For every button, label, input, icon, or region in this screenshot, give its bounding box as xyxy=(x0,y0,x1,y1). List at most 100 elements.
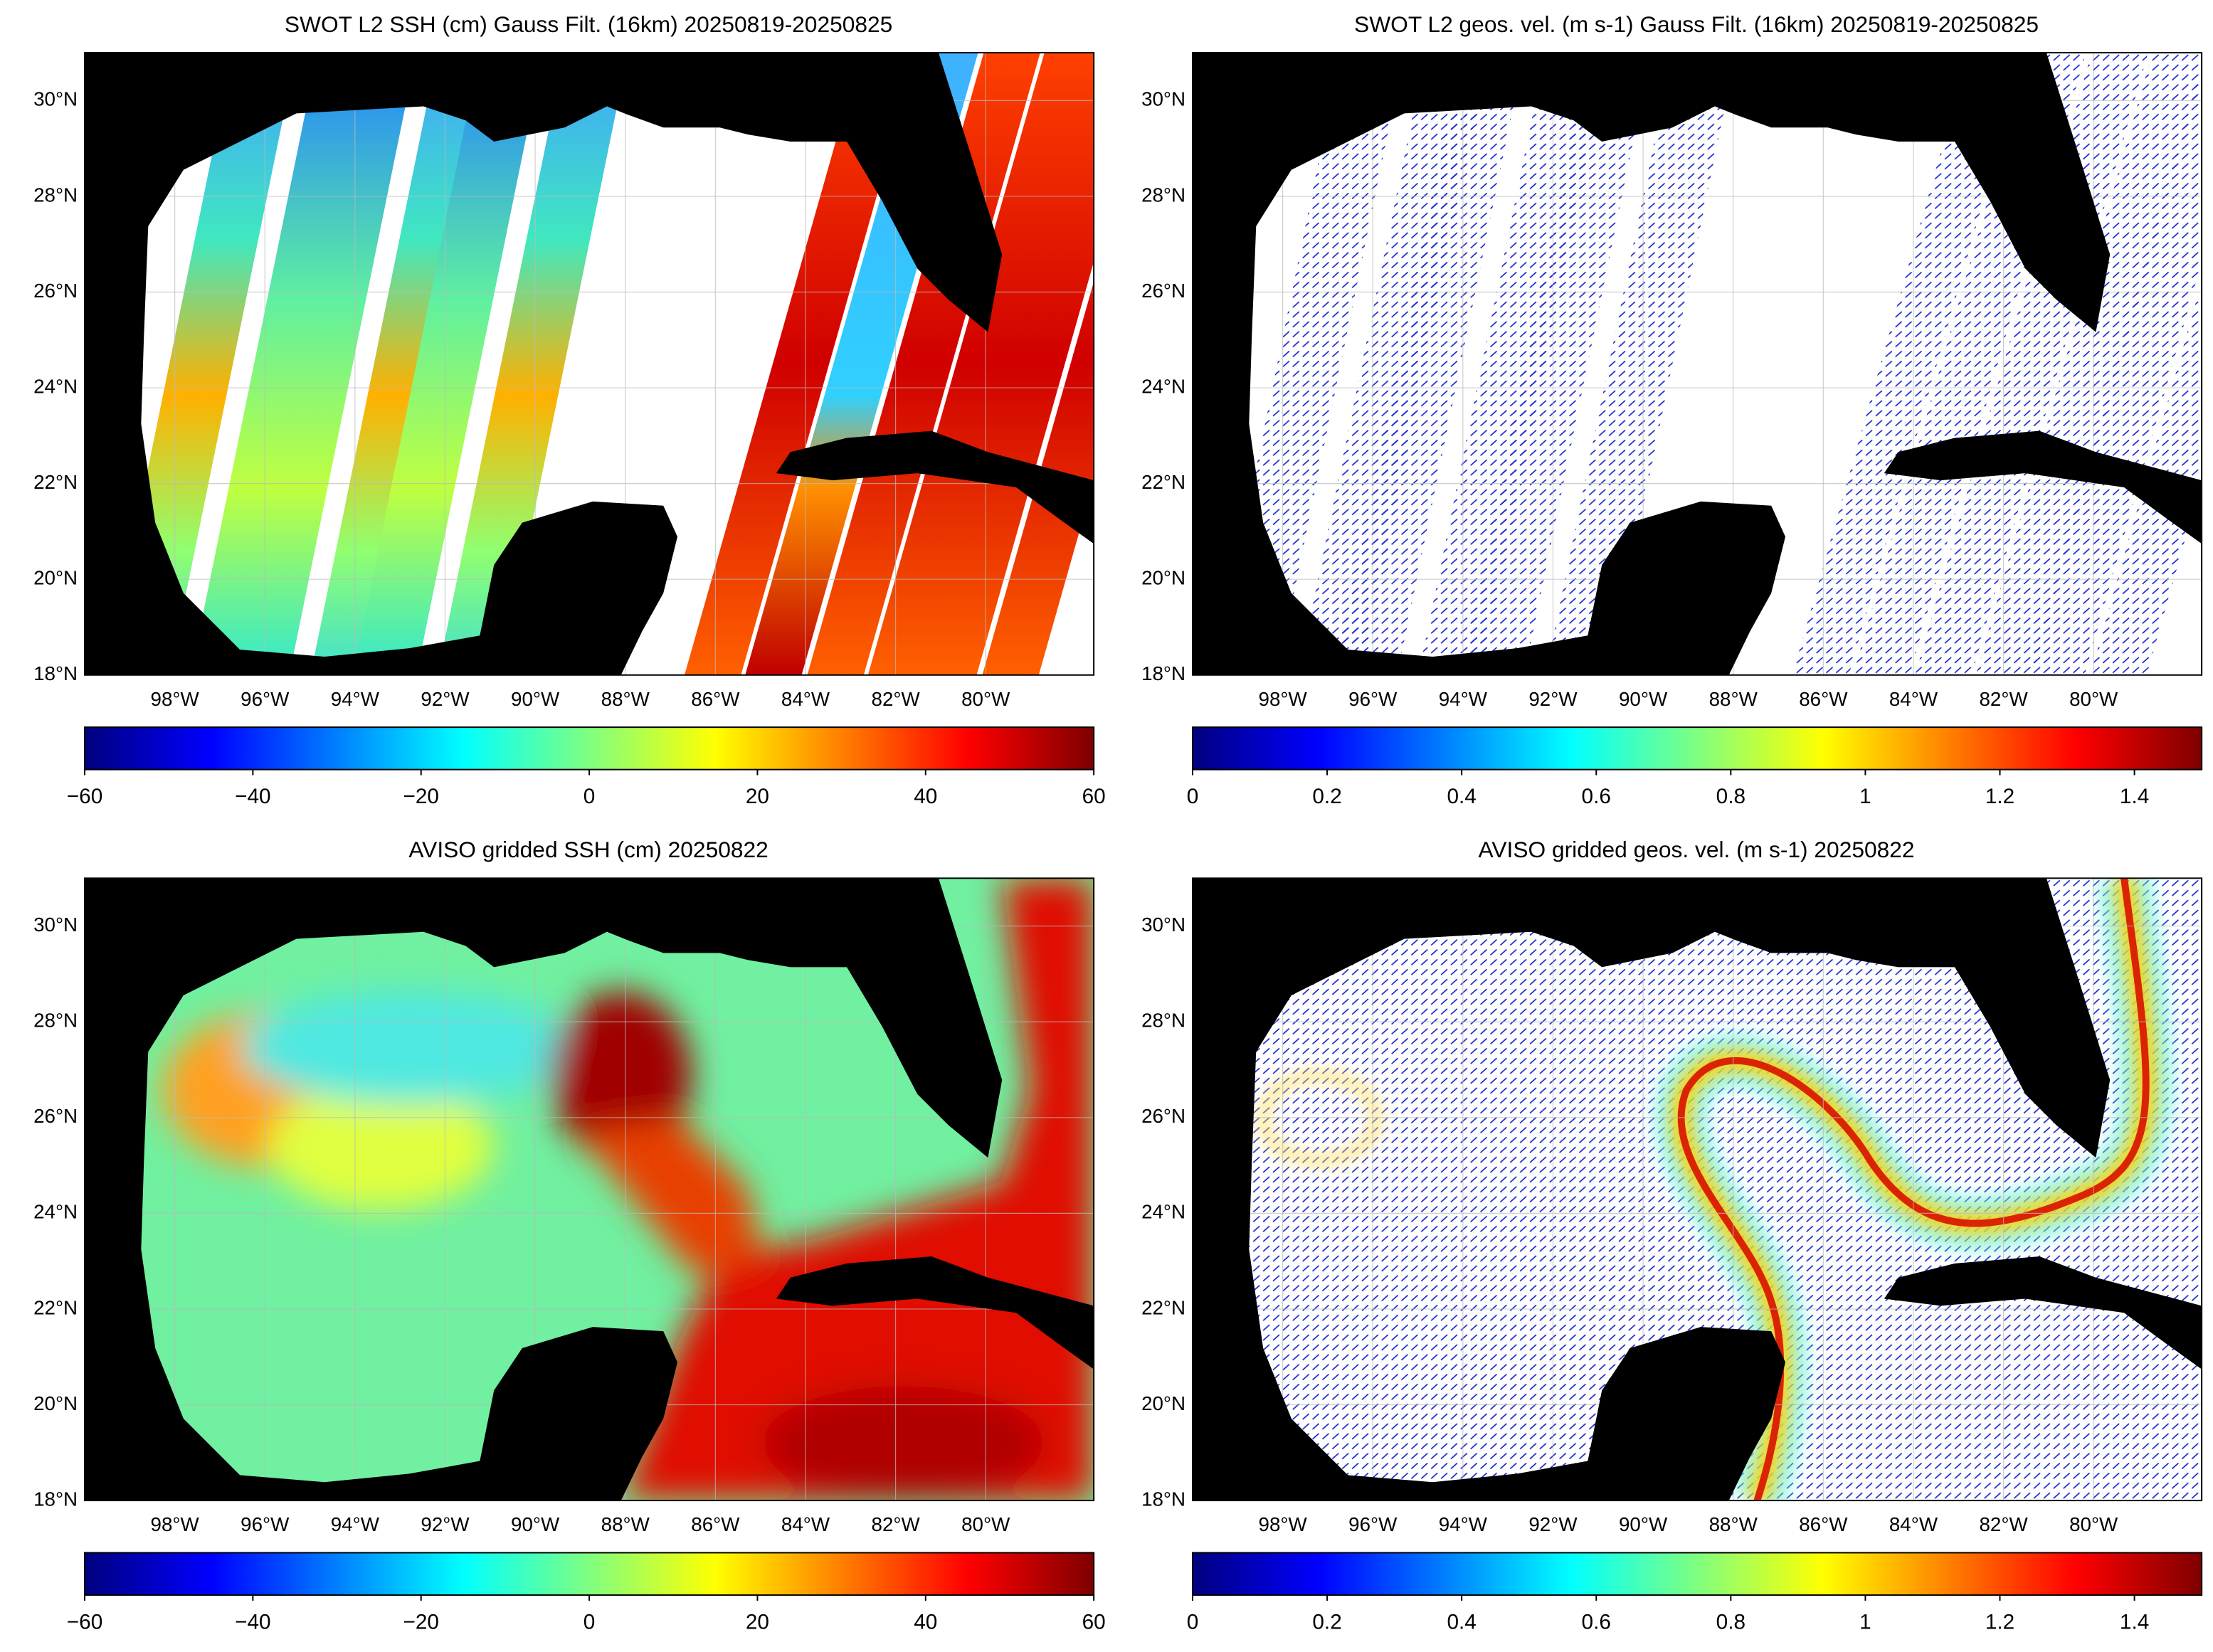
map-frame xyxy=(1191,52,2203,676)
cuba xyxy=(1884,430,2202,544)
map-area xyxy=(85,878,1094,1501)
colorbar-tick-label: 1.4 xyxy=(2120,785,2149,808)
cuba xyxy=(776,430,1094,544)
map-frame xyxy=(1191,877,2203,1502)
map: 18°N 20°N 22°N 24°N 26°N 28°N 30°N 98°W 96°W 94°W… xyxy=(33,52,1095,710)
map-area xyxy=(85,53,1094,675)
lat-tick-label: 30°N xyxy=(33,914,78,936)
lon-tick-label: 86°W xyxy=(691,688,740,710)
eddy xyxy=(1256,1069,1383,1167)
lon-tick-label: 96°W xyxy=(1348,688,1398,710)
lon-tick-label: 94°W xyxy=(331,688,380,710)
lon-tick-label: 92°W xyxy=(1528,1513,1578,1535)
warm-eddy xyxy=(268,1082,495,1210)
lon-tick-label: 98°W xyxy=(1259,1513,1308,1535)
lon-tick-label: 84°W xyxy=(781,688,830,710)
colorbar-tick-label: 1.2 xyxy=(1985,1610,2014,1634)
swath xyxy=(1333,53,1525,675)
jets xyxy=(1256,878,2175,1501)
lon-tick-label: 88°W xyxy=(601,688,650,710)
map-frame xyxy=(84,877,1095,1502)
swath xyxy=(352,53,544,675)
lat-tick-label: 22°N xyxy=(1141,471,1185,493)
lon-tick-label: 82°W xyxy=(872,688,921,710)
loop-neck xyxy=(579,1118,763,1274)
lon-tick-label: 88°W xyxy=(601,1513,650,1535)
lon-tick-label: 80°W xyxy=(961,1513,1010,1535)
swath xyxy=(226,53,417,675)
lat-tick-label: 26°N xyxy=(33,280,78,302)
colorbar-ramp xyxy=(1191,726,2203,771)
colorbar-tick-label: 1 xyxy=(1859,785,1871,808)
lat-tick-label: 26°N xyxy=(1141,280,1185,302)
lon-tick-label: 86°W xyxy=(1799,688,1848,710)
lat-tick-label: 18°N xyxy=(1141,662,1185,684)
lon-tick-label: 96°W xyxy=(1348,1513,1398,1535)
colorbar-tick-label: 0 xyxy=(1187,1610,1199,1634)
map: 18°N 20°N 22°N 24°N 26°N 28°N 30°N 98°W 96°W 94°W… xyxy=(1141,877,2203,1535)
swath xyxy=(437,53,628,675)
colorbar-tick-label: 1.2 xyxy=(1985,785,2014,808)
lat-tick-label: 18°N xyxy=(33,1488,78,1510)
panel: SWOT L2 geos. vel. (m s-1) Gauss Filt. (… xyxy=(1141,11,2203,808)
swath xyxy=(867,53,1094,675)
lon-tick-label: 82°W xyxy=(1979,1513,2028,1535)
colorbar-tick-label: 0 xyxy=(583,1610,596,1634)
lat-tick-label: 24°N xyxy=(1141,1201,1185,1223)
lat-tick-label: 18°N xyxy=(33,662,78,684)
lat-tick-label: 26°N xyxy=(1141,1105,1185,1127)
swath xyxy=(684,53,918,675)
lon-tick-label: 82°W xyxy=(872,1513,921,1535)
lat-tick-label: 18°N xyxy=(1141,1488,1185,1510)
colorbar-tick-label: 20 xyxy=(746,785,769,808)
colorbar: 0 0.2 0.4 0.6 0.8 1 1.2 1.4 xyxy=(1187,726,2203,808)
colorbar-tick-label: 20 xyxy=(746,1610,769,1634)
lon-tick-label: 92°W xyxy=(421,1513,470,1535)
lon-tick-label: 94°W xyxy=(1439,688,1488,710)
ssh-anomalies xyxy=(162,878,1094,1501)
colorbar-tick-label: 0.2 xyxy=(1312,1610,1341,1634)
lat-tick-label: 28°N xyxy=(1141,184,1185,206)
lat-tick-label: 30°N xyxy=(1141,88,1185,110)
colorbar-tick-label: −20 xyxy=(403,785,438,808)
lon-tick-label: 94°W xyxy=(331,1513,380,1535)
lat-tick-label: 20°N xyxy=(1141,1392,1185,1414)
lon-tick-label: 88°W xyxy=(1709,688,1758,710)
colorbar-tick-label: 0 xyxy=(1187,785,1199,808)
map-frame xyxy=(84,52,1095,676)
lon-tick-label: 80°W xyxy=(2069,688,2118,710)
swath xyxy=(1975,53,2202,675)
lon-tick-label: 80°W xyxy=(2069,1513,2118,1535)
lon-tick-label: 98°W xyxy=(1259,688,1308,710)
cool-area xyxy=(240,991,579,1104)
lon-tick-label: 98°W xyxy=(151,688,200,710)
map: 18°N 20°N 22°N 24°N 26°N 28°N 30°N 98°W 96°W 94°W… xyxy=(33,877,1095,1535)
colorbar-tick-label: −40 xyxy=(235,785,270,808)
lat-tick-label: 30°N xyxy=(33,88,78,110)
lat-tick-label: 30°N xyxy=(1141,914,1185,936)
lon-tick-label: 88°W xyxy=(1709,1513,1758,1535)
colorbar: −60 −40 −20 0 20 40 60 xyxy=(67,1552,1106,1634)
land xyxy=(85,878,1003,1501)
lon-tick-label: 90°W xyxy=(1619,1513,1668,1535)
colorbar-tick-label: 0.8 xyxy=(1716,785,1745,808)
colorbar-tick-label: 0.4 xyxy=(1447,785,1476,808)
cuba xyxy=(1884,1256,2202,1370)
colorbar-tick-label: 40 xyxy=(914,1610,937,1634)
lon-tick-label: 96°W xyxy=(241,688,290,710)
lat-tick-label: 24°N xyxy=(33,375,78,397)
colorbar-tick-label: 1.4 xyxy=(2120,1610,2149,1634)
panel-title: SWOT L2 geos. vel. (m s-1) Gauss Filt. (… xyxy=(1354,11,2039,37)
colorbar-tick-label: 60 xyxy=(1082,1610,1106,1634)
lon-tick-label: 86°W xyxy=(691,1513,740,1535)
colorbar-ramp xyxy=(84,726,1095,771)
colorbar-tick-label: 0.8 xyxy=(1716,1610,1745,1634)
lat-tick-label: 28°N xyxy=(1141,1010,1185,1032)
colorbar-tick-label: 40 xyxy=(914,785,937,808)
lon-tick-label: 90°W xyxy=(511,688,560,710)
colorbar-tick-label: 0.6 xyxy=(1582,785,1611,808)
land xyxy=(85,53,1003,675)
lat-tick-label: 22°N xyxy=(33,471,78,493)
lat-tick-label: 20°N xyxy=(33,1392,78,1414)
lon-tick-label: 84°W xyxy=(781,1513,830,1535)
